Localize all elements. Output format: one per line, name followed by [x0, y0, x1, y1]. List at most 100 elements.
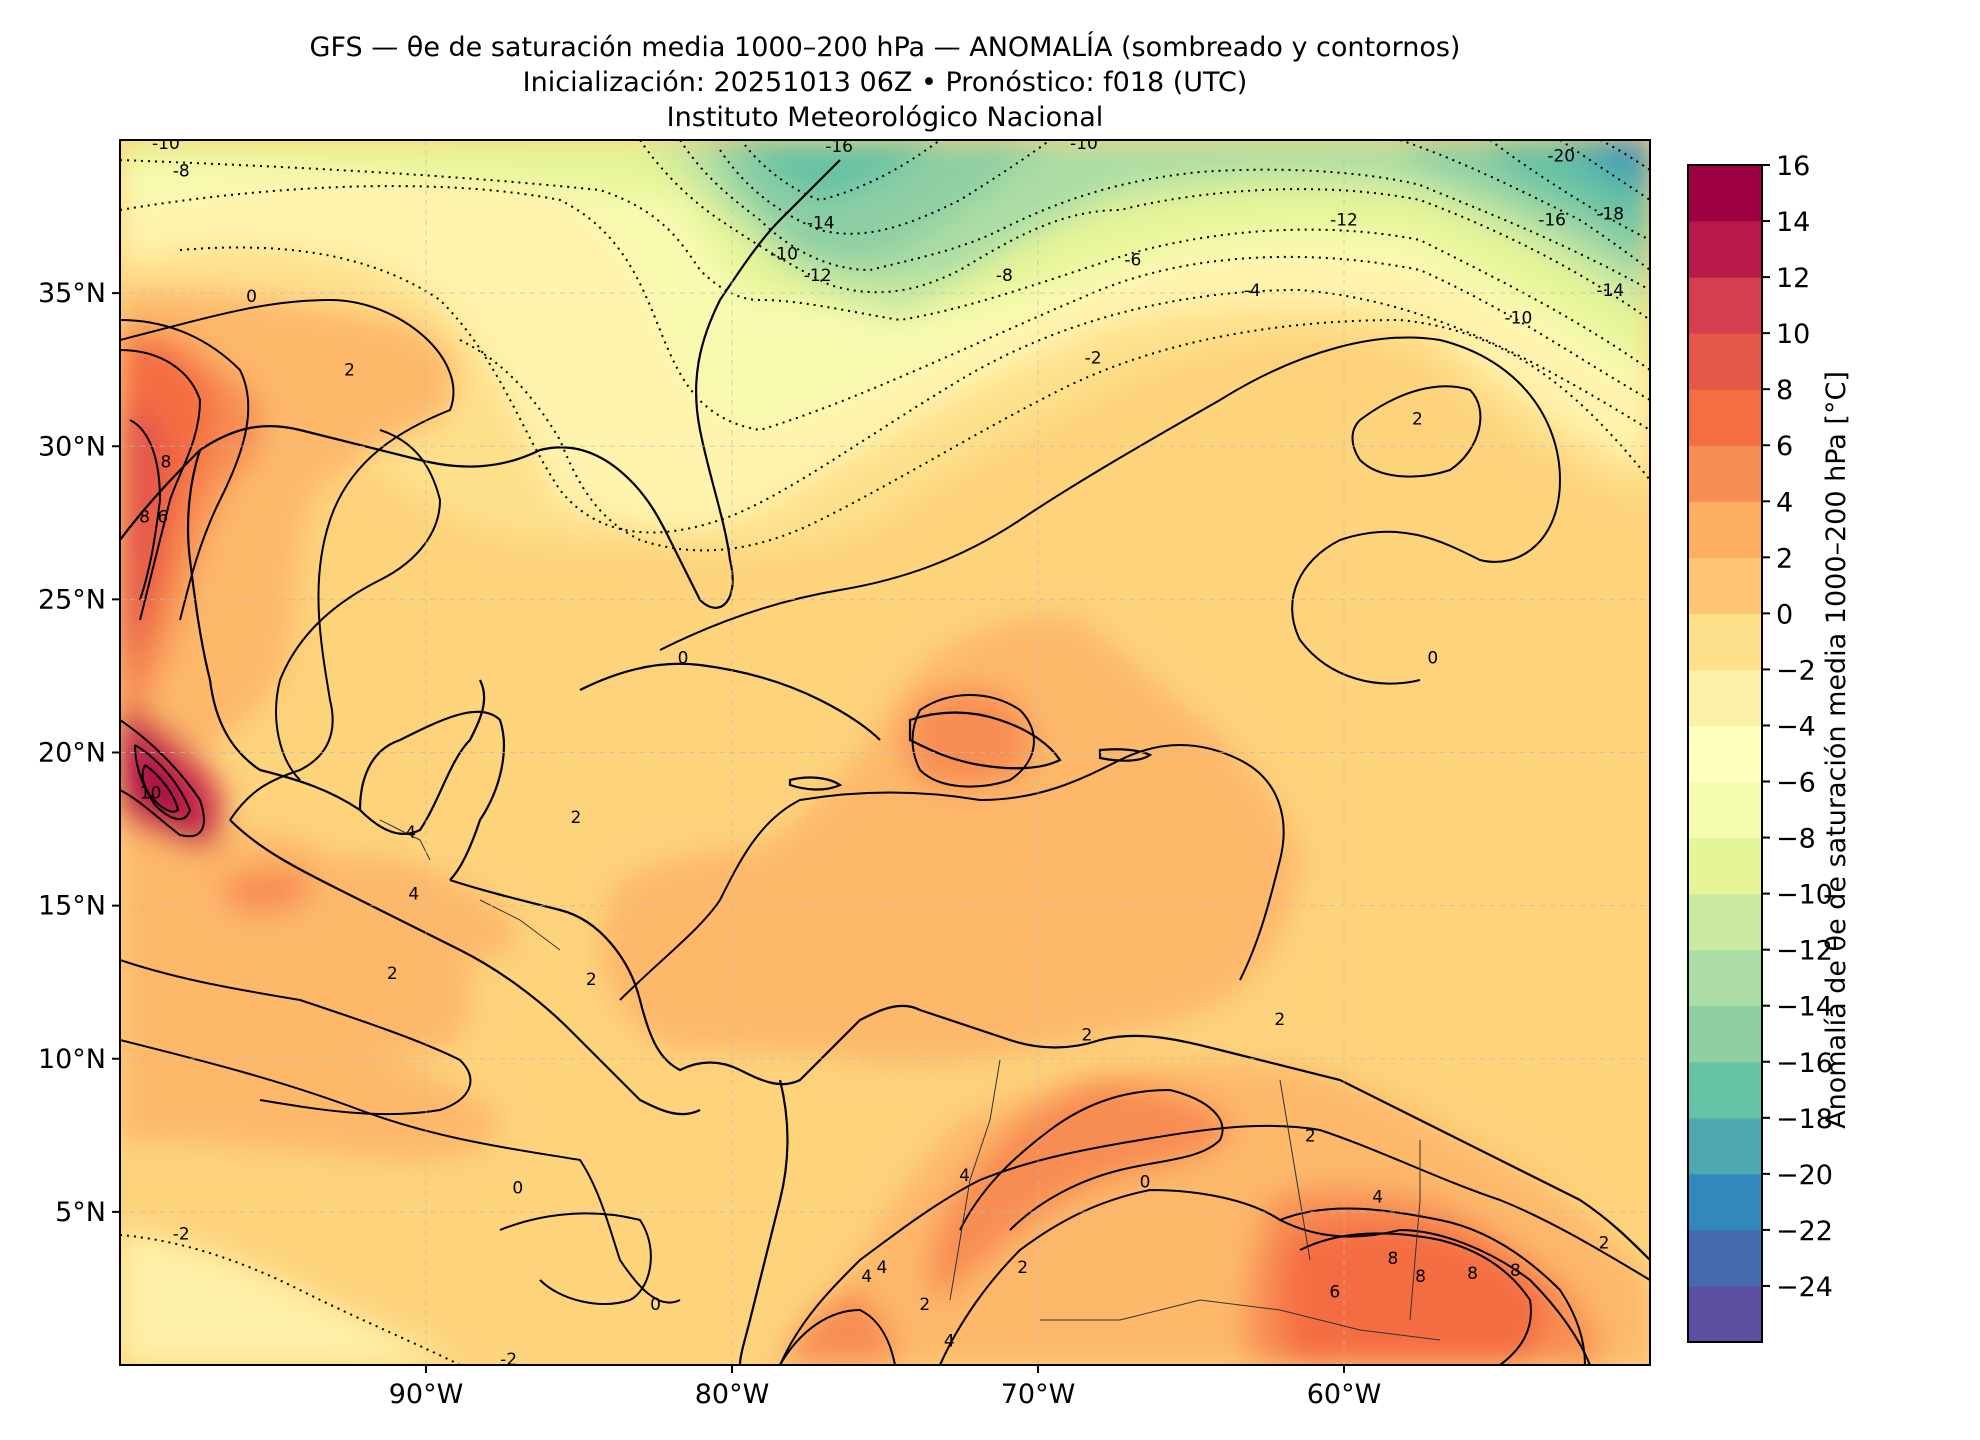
contour-label: 8	[1415, 1267, 1426, 1287]
colorbar-segment	[1688, 613, 1762, 670]
colorbar-segment	[1688, 837, 1762, 895]
contour-4-sa	[939, 1188, 1591, 1365]
colorbar-segment	[1688, 501, 1762, 558]
contour-label: 0	[1140, 1172, 1151, 1192]
contour-labels: -10-8-16 -10-20-14-10-12 -8-6-12 -16 -18-4 -1…	[139, 134, 1624, 1365]
shading-warm-6-8-guiana	[1282, 1223, 1544, 1365]
contour-label: 0	[1427, 649, 1438, 669]
colorbar-tick-label: −10	[1776, 880, 1833, 911]
contour-label: 8	[139, 508, 150, 528]
title-line-1: GFS — θe de saturación media 1000–200 hP…	[309, 32, 1461, 63]
colorbar-segment	[1688, 333, 1762, 390]
colorbar-segment	[1688, 1061, 1762, 1119]
contour-8-mexico	[129, 419, 162, 601]
colorbar-segment	[1688, 893, 1762, 951]
colorbar-segment	[1688, 445, 1762, 502]
contour-label: 4	[877, 1258, 888, 1278]
contour-label: 6	[1329, 1283, 1340, 1303]
lon-tick-label: 80°W	[695, 1379, 770, 1410]
contour-label: 2	[1082, 1025, 1093, 1045]
colorbar-tick-label: −12	[1776, 936, 1833, 967]
contour-6-mexico	[120, 349, 202, 621]
coast-cuba	[579, 662, 881, 741]
colorbar-label: Anomalía de θe de saturación media 1000–…	[1821, 371, 1852, 1129]
shading-cool-band-16	[740, 140, 940, 200]
contour-label: 2	[586, 970, 597, 990]
contour-0-south	[120, 1039, 681, 1304]
border-brazil-north	[1040, 1299, 1441, 1341]
contour-4-guajira	[959, 1088, 1224, 1231]
contour-label: -10	[152, 134, 180, 154]
shading-warm-4-6-guajira	[929, 1080, 1232, 1300]
contour-10-mexico	[120, 719, 205, 838]
shading-warm-2-4-pacific	[120, 980, 500, 1160]
contour-0-pacific	[499, 1212, 652, 1305]
colorbar-tick-label: 8	[1776, 375, 1793, 406]
contour-label: 2	[1017, 1258, 1028, 1278]
contour-label: 4	[408, 884, 419, 904]
contour-2-atlantic	[1351, 385, 1482, 478]
lat-tick-label: 5°N	[55, 1197, 106, 1228]
contour-label: 4	[944, 1332, 955, 1352]
shading-warm-2-4-southwest	[120, 825, 471, 1055]
shading-warm-2-4-central	[600, 616, 1300, 1064]
contour-label: 4	[959, 1166, 970, 1186]
contour-label: 2	[919, 1295, 930, 1315]
contour-label: 2	[571, 808, 582, 828]
lat-tick-label: 25°N	[38, 584, 106, 615]
border-mexico-guatemala	[379, 819, 431, 861]
colorbar-tick-label: −16	[1776, 1048, 1833, 1079]
contour-label: 8	[160, 453, 171, 473]
contour-label: 2	[1305, 1126, 1316, 1146]
contour-label: 4	[1372, 1188, 1383, 1208]
colorbar-tick-label: −24	[1776, 1272, 1833, 1303]
coast-central-america	[449, 878, 921, 1086]
colorbar-segment	[1688, 277, 1762, 334]
contour-label: 2	[344, 361, 355, 381]
colorbar-tick-label: −2	[1776, 655, 1816, 686]
colorbar-tick-label: −4	[1776, 711, 1816, 742]
lat-tick-label: 10°N	[38, 1044, 106, 1075]
colorbar-segment	[1688, 1117, 1762, 1175]
colorbar-segment	[1688, 389, 1762, 446]
contour-label: -20	[1547, 146, 1575, 166]
contour-label: -16	[825, 137, 853, 157]
coast-hispaniola	[908, 711, 1062, 770]
contour-label: -16	[1538, 211, 1566, 231]
contour-0	[120, 298, 455, 821]
contour-label: -6	[1124, 250, 1141, 270]
colorbar-segment	[1688, 725, 1762, 783]
colorbar-tick-label: 10	[1776, 319, 1810, 350]
anomaly-shading	[120, 140, 1650, 1365]
contour-lines	[120, 140, 1650, 1365]
axis-ticks: 35°N 30°N 25°N 20°N 15°N 10°N 5°N 90°W 80°W 70°W 6…	[38, 278, 1381, 1410]
border-honduras-nicaragua	[479, 899, 561, 951]
contour-label: 2	[1599, 1234, 1610, 1254]
contour-4-hispaniola	[911, 694, 1035, 788]
colorbar-tick-label: −22	[1776, 1216, 1833, 1247]
contour-label: 2	[387, 964, 398, 984]
lon-tick-label: 70°W	[1001, 1379, 1076, 1410]
contour-label: -18	[1596, 205, 1624, 225]
contour-label: -12	[804, 266, 832, 286]
contour-label: 8	[1388, 1249, 1399, 1269]
coast-florida	[669, 159, 841, 609]
colorbar: 16 14 12 10 8 6 4 2 0 −2 −4 −6 −8 −10 −12 −14 −16 −18 −20 −…	[1687, 151, 1833, 1343]
colorbar-segment	[1688, 949, 1762, 1007]
colorbar-tick-label: −8	[1776, 824, 1816, 855]
contour-label: -2	[1085, 348, 1102, 368]
shading-warm-4-6-andes	[780, 1290, 900, 1365]
contour-label: 2	[1412, 410, 1423, 430]
contour-8-guiana	[1299, 1232, 1532, 1365]
coast-mexico-gulf	[186, 449, 486, 835]
contour-label: -14	[807, 214, 835, 234]
contour-2-sa	[779, 1124, 1650, 1365]
lat-tick-label: 30°N	[38, 431, 106, 462]
lat-tick-label: 20°N	[38, 738, 106, 769]
contour-label: 6	[157, 508, 168, 528]
contour-label: 4	[405, 823, 416, 843]
contour-label: -10	[770, 244, 798, 264]
contour-label: -10	[1505, 309, 1533, 329]
colorbar-tick-label: 4	[1776, 487, 1793, 518]
